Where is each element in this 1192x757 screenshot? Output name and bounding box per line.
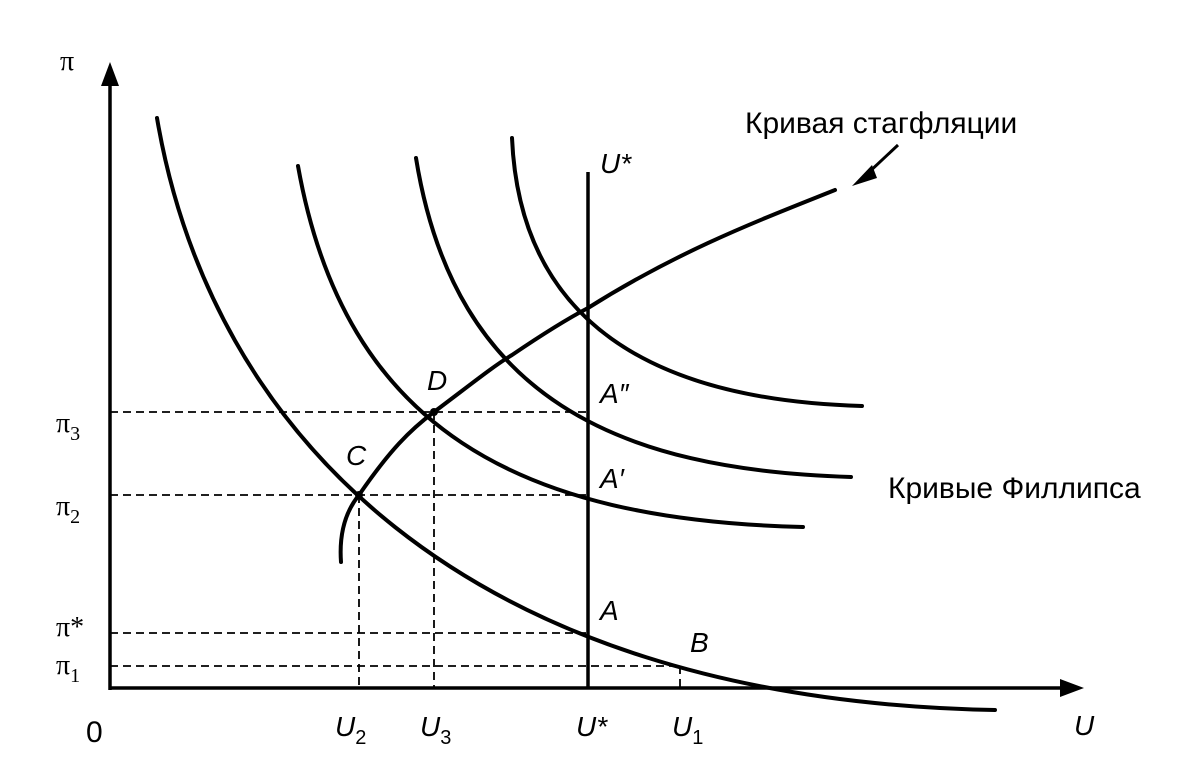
point-label-d: D	[427, 365, 447, 396]
point-label-a-double-prime: A″	[598, 378, 630, 409]
points	[355, 408, 438, 499]
stagflation-curve-label: Кривая стагфляции	[745, 107, 1017, 140]
y-tick-pi-star: π*	[56, 612, 84, 643]
x-tick-u-star: U*	[576, 711, 608, 742]
y-tick-labels: π3 π2 π* π1	[56, 408, 84, 687]
x-tick-u1: U1	[672, 711, 703, 749]
y-axis-arrowhead	[101, 62, 119, 86]
phillips-curve-2	[296, 164, 805, 529]
point-label-a: A	[598, 595, 619, 626]
stagflation-pointer-arrowhead	[852, 165, 877, 186]
phillips-curve-4	[510, 136, 864, 408]
point-d-marker	[430, 408, 438, 416]
phillips-curve-1	[155, 116, 997, 712]
x-tick-u3: U3	[420, 711, 451, 749]
phillips-curve-3	[414, 156, 853, 479]
phillips-curves	[155, 116, 997, 712]
y-axis-label: π	[60, 46, 74, 77]
y-tick-pi3: π3	[56, 408, 80, 445]
y-tick-pi2: π2	[56, 491, 80, 528]
x-tick-u2: U2	[335, 711, 366, 749]
x-axis-label: U	[1074, 710, 1095, 741]
vertical-line-label: U*	[600, 148, 632, 179]
origin-label: 0	[86, 716, 103, 749]
guide-lines	[110, 411, 681, 688]
point-label-b: B	[690, 627, 709, 658]
point-labels: A A′ A″ B C D	[346, 365, 709, 658]
point-label-a-prime: A′	[598, 463, 626, 494]
phillips-curves-label: Кривые Филлипса	[888, 472, 1141, 505]
point-label-c: C	[346, 440, 367, 471]
x-axis-arrowhead	[1060, 679, 1084, 697]
axes	[101, 62, 1084, 697]
y-tick-pi1: π1	[56, 650, 80, 687]
point-c-marker	[355, 491, 363, 499]
x-tick-labels: U2 U3 U* U1	[335, 711, 703, 749]
